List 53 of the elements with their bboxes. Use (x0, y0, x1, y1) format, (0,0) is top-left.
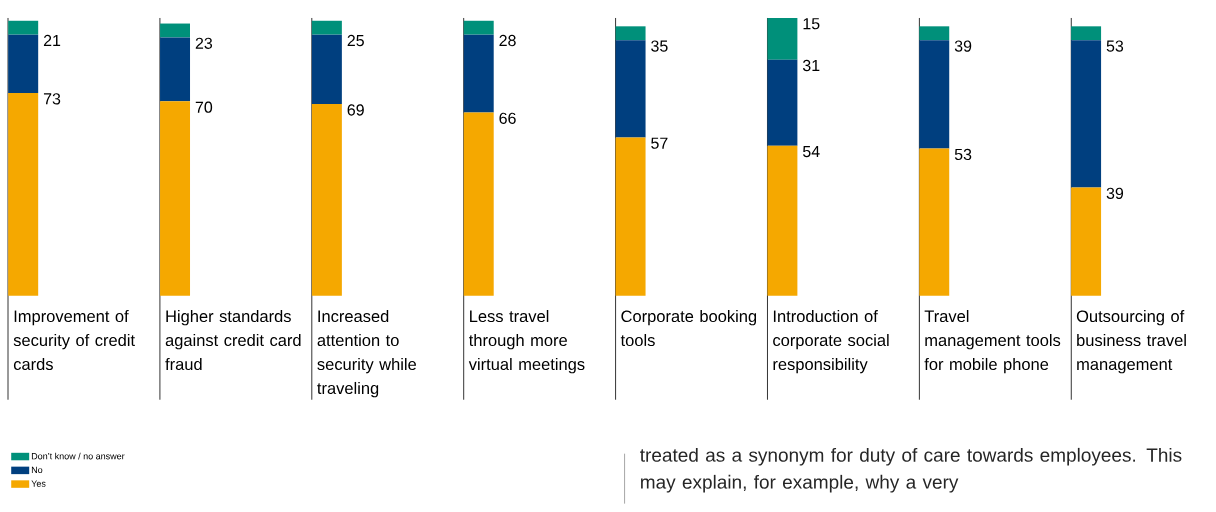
text: treated as a synonym for duty of care towards employees. This may explain, for example, why a very (640, 448, 1182, 493)
bar (8, 20, 39, 35)
bar (767, 59, 798, 146)
x-tick-label: Introduction of corporate social responsibility (773, 310, 889, 374)
data-label: 54 (802, 146, 820, 158)
bar (767, 18, 798, 60)
bar (767, 145, 798, 296)
bar (1071, 26, 1102, 41)
x-tick-label: Increased attention to security while traveling (317, 310, 417, 398)
x-tick-label: Corporate booking tools (620, 310, 757, 347)
x-tick-label: Improvement of security of credit cards (13, 310, 135, 371)
bar (311, 34, 342, 105)
data-label: 57 (651, 137, 668, 149)
data-label: 73 (43, 93, 61, 105)
bar (1071, 187, 1102, 296)
data-label: 31 (802, 60, 820, 72)
bar (311, 104, 342, 296)
bar (8, 34, 39, 94)
data-label: 39 (954, 40, 972, 52)
bar (463, 20, 494, 35)
bar (463, 112, 494, 296)
bar (160, 23, 191, 38)
data-label: 25 (347, 35, 364, 47)
legend-label: Yes (31, 480, 46, 487)
bar (1071, 40, 1102, 188)
bar (8, 93, 39, 296)
bar (160, 37, 191, 102)
bar (919, 26, 950, 41)
legend-label: No (31, 466, 43, 474)
data-label: 21 (43, 35, 61, 47)
data-label: 28 (499, 35, 516, 47)
x-tick-label: Higher standards against credit card fraud (165, 310, 301, 371)
bar (615, 40, 646, 138)
data-label: 69 (347, 104, 364, 116)
data-label: 35 (651, 40, 668, 52)
bar (615, 137, 646, 296)
data-label: 23 (195, 37, 213, 50)
x-tick-label: Outsourcing of business travel management (1076, 310, 1186, 374)
bar (919, 148, 950, 296)
x-tick-label: Travel management tools for mobile phone (924, 310, 1061, 374)
data-label: 39 (1106, 187, 1124, 200)
bar (615, 26, 646, 41)
x-tick-label: Less travel through more virtual meetings (468, 310, 585, 374)
bar (311, 20, 342, 35)
data-label: 66 (499, 112, 516, 125)
data-label: 70 (195, 101, 213, 114)
data-label: 15 (803, 18, 820, 30)
data-label: 53 (1106, 40, 1124, 52)
bar (463, 34, 494, 113)
bar (919, 40, 950, 149)
legend-label: Don’t know / no answer (31, 452, 125, 460)
bar (160, 101, 191, 296)
data-label: 53 (954, 148, 972, 161)
